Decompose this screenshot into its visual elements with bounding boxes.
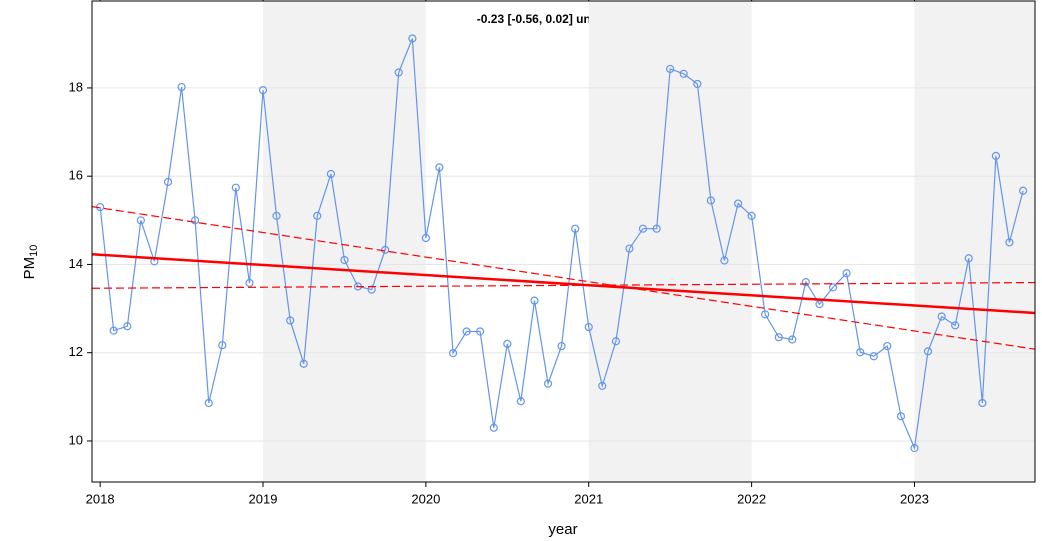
data-point xyxy=(747,211,756,221)
plot-frame xyxy=(91,0,1036,483)
data-point xyxy=(666,64,675,74)
data-point xyxy=(258,86,268,95)
y-tick-label: 16 xyxy=(69,168,83,183)
data-point xyxy=(272,211,281,221)
y-tick-label: 10 xyxy=(69,432,83,447)
data-point xyxy=(421,233,430,243)
y-tick-label: 12 xyxy=(69,344,83,359)
data-point xyxy=(584,323,593,332)
y-axis-label: PM10 xyxy=(21,245,40,280)
data-point xyxy=(177,82,186,92)
data-point xyxy=(299,359,308,368)
data-point xyxy=(476,327,485,336)
data-point xyxy=(611,337,621,346)
data-point xyxy=(462,327,471,336)
data-point xyxy=(286,316,295,325)
data-point xyxy=(163,177,173,187)
year-shade xyxy=(263,1,426,482)
data-point xyxy=(652,224,661,233)
year-shade xyxy=(914,1,1035,482)
data-point xyxy=(638,224,648,233)
data-point xyxy=(1005,238,1014,247)
y-label-main: PM xyxy=(21,257,38,280)
data-point xyxy=(951,321,960,330)
data-point xyxy=(801,277,810,287)
data-point xyxy=(245,278,254,288)
data-point xyxy=(530,296,539,305)
data-point xyxy=(706,196,715,205)
x-tick-label: 2020 xyxy=(411,491,440,506)
y-tick-label: 18 xyxy=(69,79,83,94)
data-point xyxy=(693,79,702,89)
x-tick-label: 2018 xyxy=(86,491,115,506)
data-point xyxy=(204,398,213,408)
data-point xyxy=(123,322,132,331)
year-shade xyxy=(588,1,752,482)
x-tick-label: 2023 xyxy=(900,491,929,506)
data-point xyxy=(978,398,987,408)
data-point xyxy=(964,254,973,263)
data-point xyxy=(842,269,851,278)
data-point xyxy=(774,333,783,342)
data-point xyxy=(448,349,458,358)
data-point xyxy=(136,216,145,225)
data-point xyxy=(218,341,227,350)
data-point xyxy=(313,211,322,221)
data-point xyxy=(557,341,566,351)
x-tick-label: 2019 xyxy=(249,491,278,506)
data-point xyxy=(856,348,865,357)
data-point xyxy=(788,335,797,344)
data-point xyxy=(720,256,729,265)
trend-line xyxy=(91,253,1036,315)
y-label-sub: 10 xyxy=(28,245,40,257)
x-tick-label: 2022 xyxy=(737,491,766,506)
trend-upper xyxy=(91,206,1036,350)
data-point xyxy=(489,423,498,432)
data-point xyxy=(896,412,906,421)
data-point xyxy=(394,68,403,77)
data-point xyxy=(326,169,336,179)
data-point xyxy=(598,381,607,390)
y-tick-label: 14 xyxy=(69,256,83,271)
data-point xyxy=(883,341,892,351)
data-point xyxy=(503,339,512,348)
x-axis-label: year xyxy=(548,521,577,538)
data-point xyxy=(625,244,634,253)
data-point xyxy=(435,163,444,172)
data-point xyxy=(408,34,417,43)
data-point xyxy=(910,443,919,453)
data-point xyxy=(869,352,878,361)
data-point xyxy=(231,183,240,192)
data-point xyxy=(571,224,580,233)
data-point xyxy=(109,326,118,335)
data-point xyxy=(190,216,200,225)
x-tick-label: 2021 xyxy=(574,491,603,506)
data-point xyxy=(1019,186,1028,195)
data-point xyxy=(923,347,933,356)
data-line xyxy=(99,38,1024,451)
data-point xyxy=(679,69,688,78)
data-point xyxy=(543,379,553,388)
data-point xyxy=(733,199,743,208)
data-point xyxy=(937,312,946,321)
data-point xyxy=(516,397,525,406)
data-point xyxy=(828,283,838,292)
trend-lower xyxy=(91,281,1036,289)
data-point xyxy=(340,255,349,265)
data-point xyxy=(991,151,1001,160)
data-point xyxy=(761,310,770,319)
